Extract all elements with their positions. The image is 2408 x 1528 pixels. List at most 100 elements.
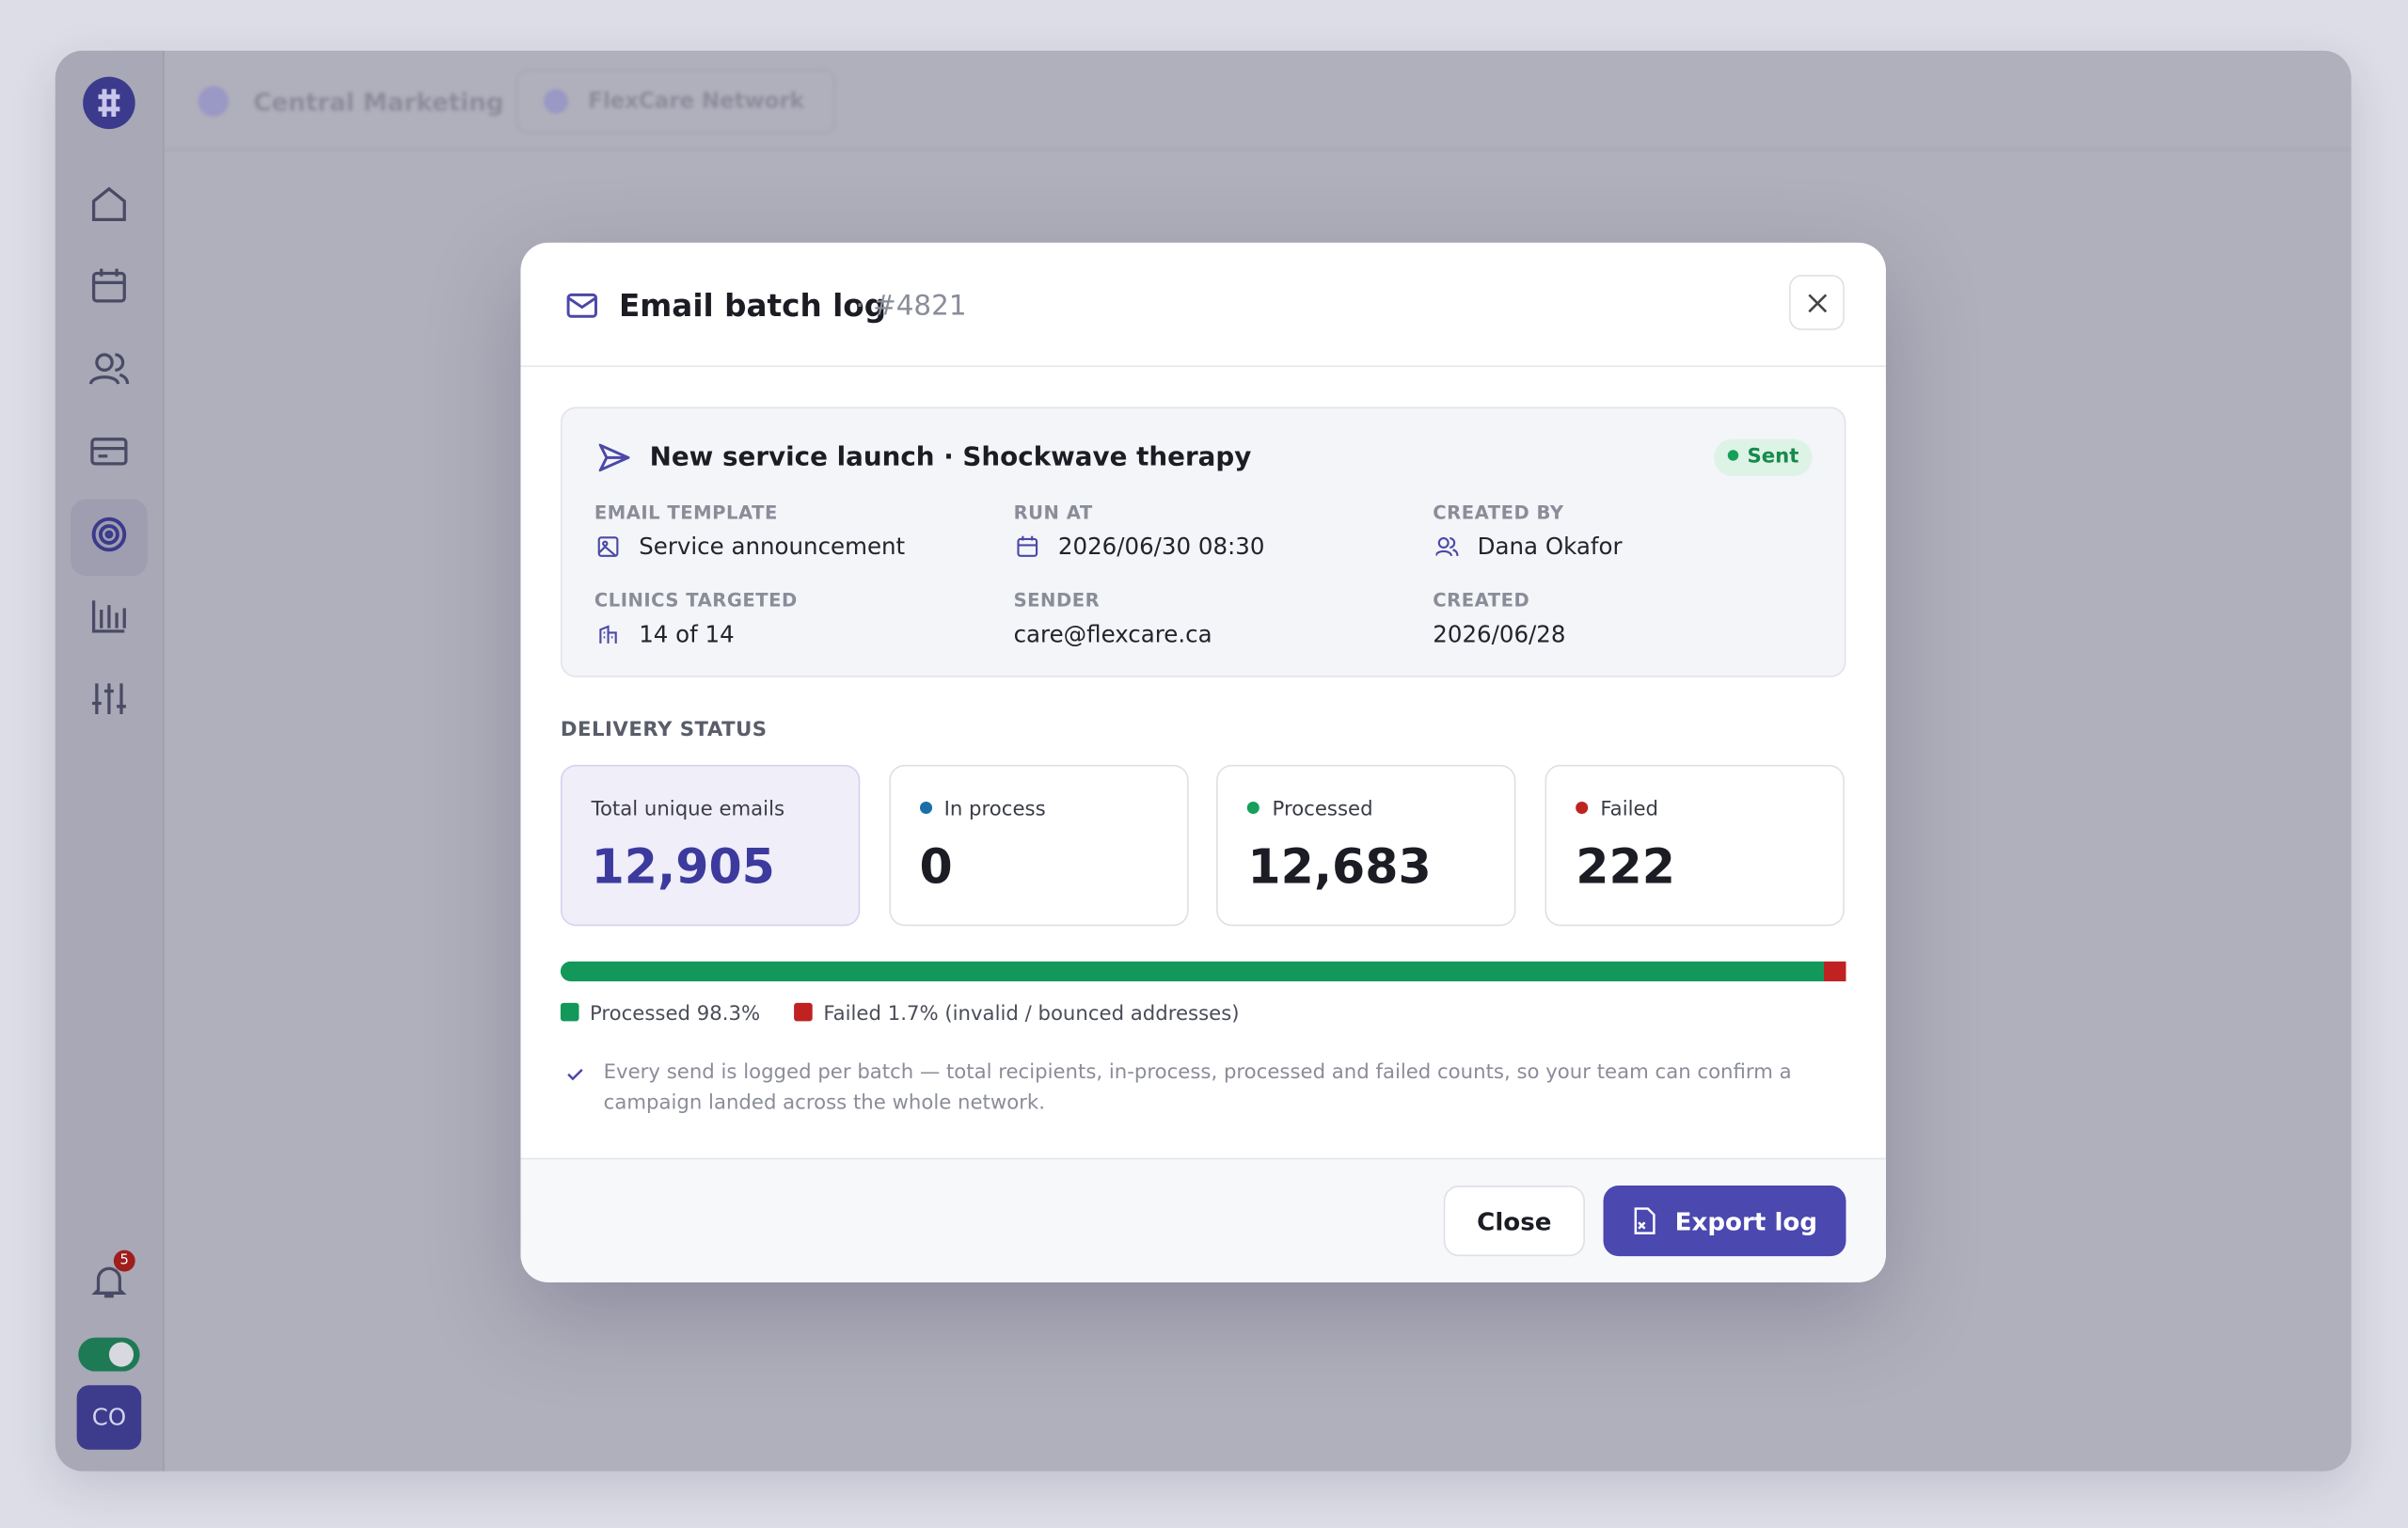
home-icon[interactable] — [86, 182, 132, 228]
modal-title: Email batch log — [618, 287, 887, 325]
settings-icon[interactable] — [86, 676, 132, 722]
legend-text: Processed 98.3% — [589, 1002, 761, 1027]
notification-badge: 5 — [113, 1249, 135, 1272]
legend-swatch — [794, 1002, 813, 1022]
field-icon — [1435, 537, 1459, 557]
shape — [602, 540, 609, 547]
stat-dot — [919, 802, 932, 815]
avatar[interactable]: CO — [76, 1385, 142, 1450]
field-label: SENDER — [1013, 589, 1101, 612]
xls-icon — [1633, 1207, 1656, 1234]
field-label: CREATED BY — [1433, 501, 1564, 524]
shape — [1808, 294, 1828, 313]
shape — [104, 530, 114, 539]
target-icon[interactable] — [86, 512, 132, 558]
shape — [1637, 1221, 1645, 1230]
shape — [93, 268, 125, 284]
shape — [91, 600, 126, 633]
shape — [597, 536, 619, 557]
section-title: DELIVERY STATUS — [560, 718, 768, 742]
shape — [567, 1068, 583, 1081]
stat-label: Processed — [1247, 798, 1373, 822]
campaign-card: New service launch · Shockwave therapy S… — [560, 406, 1846, 677]
stat-value: 0 — [919, 839, 953, 896]
shape — [599, 625, 617, 644]
stat-dot — [1247, 802, 1260, 815]
field-icon — [599, 625, 617, 644]
close-button[interactable]: Close — [1443, 1186, 1585, 1257]
modal: Email batch log · #4821 New service laun… — [520, 242, 1886, 1282]
calendar-icon[interactable] — [86, 263, 132, 309]
workspace-dot — [198, 86, 230, 118]
stat-card: Total unique emails 12,905 — [560, 764, 861, 927]
stat-card: In process 0 — [888, 764, 1189, 927]
network-dot — [543, 88, 569, 114]
shape — [1633, 1207, 1656, 1234]
legend-text: Failed 1.7% (invalid / bounced addresses… — [823, 1002, 1240, 1027]
shape — [98, 524, 119, 545]
field-value: 2026/06/28 — [1433, 620, 1566, 648]
stat-label: Failed — [1576, 799, 1658, 821]
batch-id: · #4821 — [855, 290, 967, 323]
toggle-knob — [108, 1342, 135, 1367]
shape — [91, 186, 126, 222]
shape — [598, 545, 617, 557]
campaign-name: New service launch · Shockwave therapy — [649, 442, 1252, 473]
network-select[interactable]: FlexCare Network — [515, 69, 836, 135]
legend: Processed 98.3% Failed 1.7% (invalid / b… — [560, 1002, 1240, 1027]
status-dot — [1727, 450, 1738, 461]
field-value: 2026/06/30 08:30 — [1057, 533, 1265, 561]
stat-value: 12,683 — [1247, 839, 1432, 896]
field-label: CLINICS TARGETED — [594, 589, 798, 612]
field-icon — [1017, 535, 1038, 557]
send-icon — [598, 443, 630, 472]
shape — [91, 446, 126, 458]
field-value: 14 of 14 — [639, 620, 735, 648]
mail-icon — [566, 293, 597, 318]
card-icon[interactable] — [86, 428, 132, 474]
topbar: Central Marketing FlexCare Network — [163, 51, 2352, 151]
status-text: Sent — [1747, 445, 1799, 469]
field-value: Service announcement — [639, 533, 906, 561]
network-name: FlexCare Network — [588, 88, 804, 114]
shape — [1017, 537, 1038, 557]
stat-label-text: Processed — [1272, 798, 1373, 822]
stat-label-text: Total unique emails — [591, 798, 785, 822]
field-label: CREATED — [1433, 589, 1530, 612]
stat-value: 12,905 — [591, 839, 775, 896]
note: Every send is logged per batch — total r… — [603, 1060, 1792, 1115]
export-label: Export log — [1674, 1206, 1818, 1236]
people-icon[interactable] — [86, 345, 132, 391]
status-badge: Sent — [1714, 438, 1813, 476]
stat-dot — [1576, 802, 1589, 815]
stat-card: Failed 222 — [1545, 764, 1846, 927]
chart-icon[interactable] — [86, 593, 132, 639]
stat-label: In process — [919, 798, 1046, 822]
shape — [91, 517, 127, 552]
shape — [598, 443, 630, 472]
legend-swatch — [560, 1002, 579, 1022]
shape — [1437, 537, 1450, 549]
shape — [83, 76, 135, 130]
check-icon — [567, 1068, 583, 1081]
shape — [566, 293, 597, 318]
stat-label-text: In process — [943, 798, 1046, 822]
bell-icon[interactable] — [86, 1258, 132, 1304]
failed-segment — [1823, 961, 1846, 981]
progress-bar — [560, 961, 1846, 981]
shape — [98, 88, 120, 118]
shape — [91, 271, 126, 303]
divider — [520, 365, 1886, 368]
stat-card: Processed 12,683 — [1216, 764, 1517, 927]
shape — [1018, 535, 1038, 547]
field-label: EMAIL TEMPLATE — [594, 501, 778, 524]
workspace-name: Central Marketing — [253, 88, 504, 118]
shape — [567, 296, 597, 310]
export-button[interactable]: Export log — [1603, 1186, 1846, 1257]
close-x[interactable] — [1789, 275, 1845, 330]
toggle[interactable] — [78, 1337, 140, 1372]
sidebar: 5 CO — [55, 50, 165, 1472]
field-label: RUN AT — [1013, 501, 1093, 524]
